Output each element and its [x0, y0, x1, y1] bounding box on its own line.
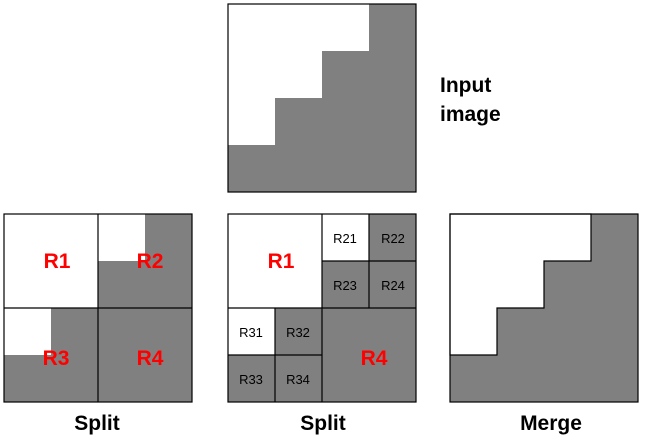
panel2-r21-fill [322, 214, 369, 261]
panel2-border [227, 213, 417, 403]
panel1-label-r2: R2 [137, 250, 164, 273]
panel2-label-r22: R22 [381, 231, 405, 246]
panel2-label-r31: R31 [239, 325, 263, 340]
input-caption-line2: image [440, 103, 501, 126]
panel2-label-r32: R32 [286, 325, 310, 340]
input-image [227, 3, 417, 193]
input-image-light-staircase [228, 4, 369, 145]
input-image-border [227, 3, 417, 193]
panel1-r2-light [98, 214, 145, 261]
panel1-label-r1: R1 [44, 250, 71, 273]
panel2-label-r24: R24 [381, 278, 405, 293]
panel1-caption: Split [74, 412, 120, 435]
merge-border [449, 213, 639, 403]
panel2-label-r4: R4 [361, 347, 388, 370]
merge-light-region [449, 213, 592, 356]
panel2-label-r1: R1 [268, 250, 295, 273]
merge-caption: Merge [520, 412, 582, 435]
panel1-label-r3: R3 [43, 347, 70, 370]
split-panel-2: R1 R21 R22 R23 R24 R31 R32 R33 R34 R4 [227, 213, 417, 403]
panel2-label-r34: R34 [286, 372, 310, 387]
panel2-label-r21: R21 [333, 231, 357, 246]
panel1-label-r4: R4 [137, 347, 164, 370]
panel2-label-r33: R33 [239, 372, 263, 387]
panel2-label-r23: R23 [333, 278, 357, 293]
panel2-r31-fill [228, 308, 275, 355]
merge-panel [449, 213, 639, 403]
split-panel-1: R1 R2 R3 R4 [3, 213, 193, 403]
panel1-r3-light [4, 308, 51, 355]
panel1-r1-fill [4, 214, 98, 308]
input-caption-line1: Input [440, 74, 491, 97]
panel1-border [3, 213, 193, 403]
panel2-caption: Split [300, 412, 346, 435]
panel2-r1-fill [228, 214, 322, 308]
